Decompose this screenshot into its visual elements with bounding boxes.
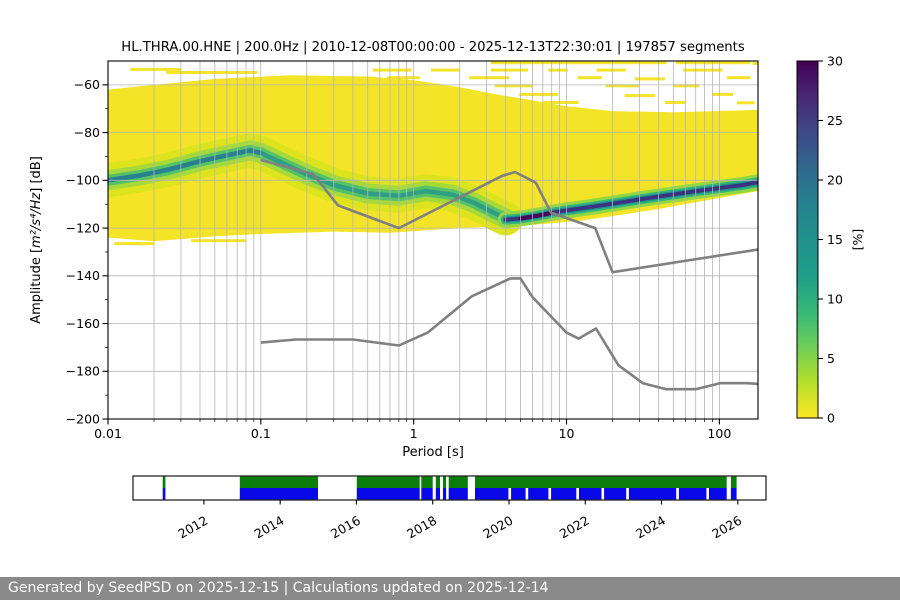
svg-text:2016: 2016 bbox=[328, 513, 363, 542]
svg-text:25: 25 bbox=[827, 113, 843, 128]
svg-text:2012: 2012 bbox=[175, 513, 210, 542]
svg-text:−180: −180 bbox=[66, 364, 100, 379]
svg-text:2014: 2014 bbox=[252, 513, 287, 542]
svg-text:2018: 2018 bbox=[404, 513, 439, 542]
svg-text:−140: −140 bbox=[66, 268, 100, 283]
svg-text:5: 5 bbox=[827, 351, 835, 366]
svg-text:20: 20 bbox=[827, 172, 843, 187]
svg-text:−160: −160 bbox=[66, 316, 100, 331]
svg-text:0.1: 0.1 bbox=[251, 426, 271, 441]
svg-text:−200: −200 bbox=[66, 411, 100, 426]
svg-text:10: 10 bbox=[559, 426, 575, 441]
plot-frame bbox=[107, 60, 759, 420]
nlnm-line bbox=[260, 277, 758, 391]
svg-text:2022: 2022 bbox=[557, 513, 592, 542]
colorbar: 0 5 10 15 20 25 30 [%] bbox=[796, 53, 865, 425]
svg-text:15: 15 bbox=[827, 232, 843, 247]
axes: 0.01 0.1 1 10 100 −60 −80 −100 −120 −140 −160 −180 −… bbox=[66, 77, 732, 441]
svg-text:10: 10 bbox=[827, 291, 843, 306]
svg-text:2024: 2024 bbox=[633, 513, 668, 542]
svg-text:−80: −80 bbox=[74, 125, 100, 140]
svg-text:2020: 2020 bbox=[480, 513, 515, 542]
svg-text:−60: −60 bbox=[74, 77, 100, 92]
colorbar-label: [%] bbox=[850, 229, 865, 251]
svg-text:100: 100 bbox=[707, 426, 731, 441]
density-heatmap bbox=[108, 61, 758, 246]
svg-text:1: 1 bbox=[410, 426, 418, 441]
y-axis-label: Amplitude [m²/s⁴/Hz] [dB] bbox=[29, 156, 44, 324]
nhnm-line bbox=[260, 158, 758, 274]
svg-text:−120: −120 bbox=[66, 220, 100, 235]
chart-title: HL.THRA.00.HNE | 200.0Hz | 2010-12-08T00… bbox=[121, 40, 745, 55]
noise-model-lines bbox=[260, 158, 758, 391]
svg-text:−100: −100 bbox=[66, 173, 100, 188]
svg-text:30: 30 bbox=[827, 53, 843, 68]
footer-text: Generated by SeedPSD on 2025-12-15 | Cal… bbox=[8, 580, 549, 596]
ppsd-chart: 0.01 0.1 1 10 100−60−80−100−120−140−160−180−… bbox=[29, 40, 865, 542]
svg-text:2026: 2026 bbox=[709, 513, 744, 542]
x-axis-label: Period [s] bbox=[402, 445, 464, 460]
coverage-timeline: 2012 2014 2016 2018 2020 2022 2024 2026 bbox=[132, 475, 767, 542]
footer-bar: Generated by SeedPSD on 2025-12-15 | Cal… bbox=[0, 577, 900, 600]
svg-text:0: 0 bbox=[827, 410, 835, 425]
svg-text:0.01: 0.01 bbox=[94, 426, 122, 441]
gridlines bbox=[107, 61, 758, 419]
